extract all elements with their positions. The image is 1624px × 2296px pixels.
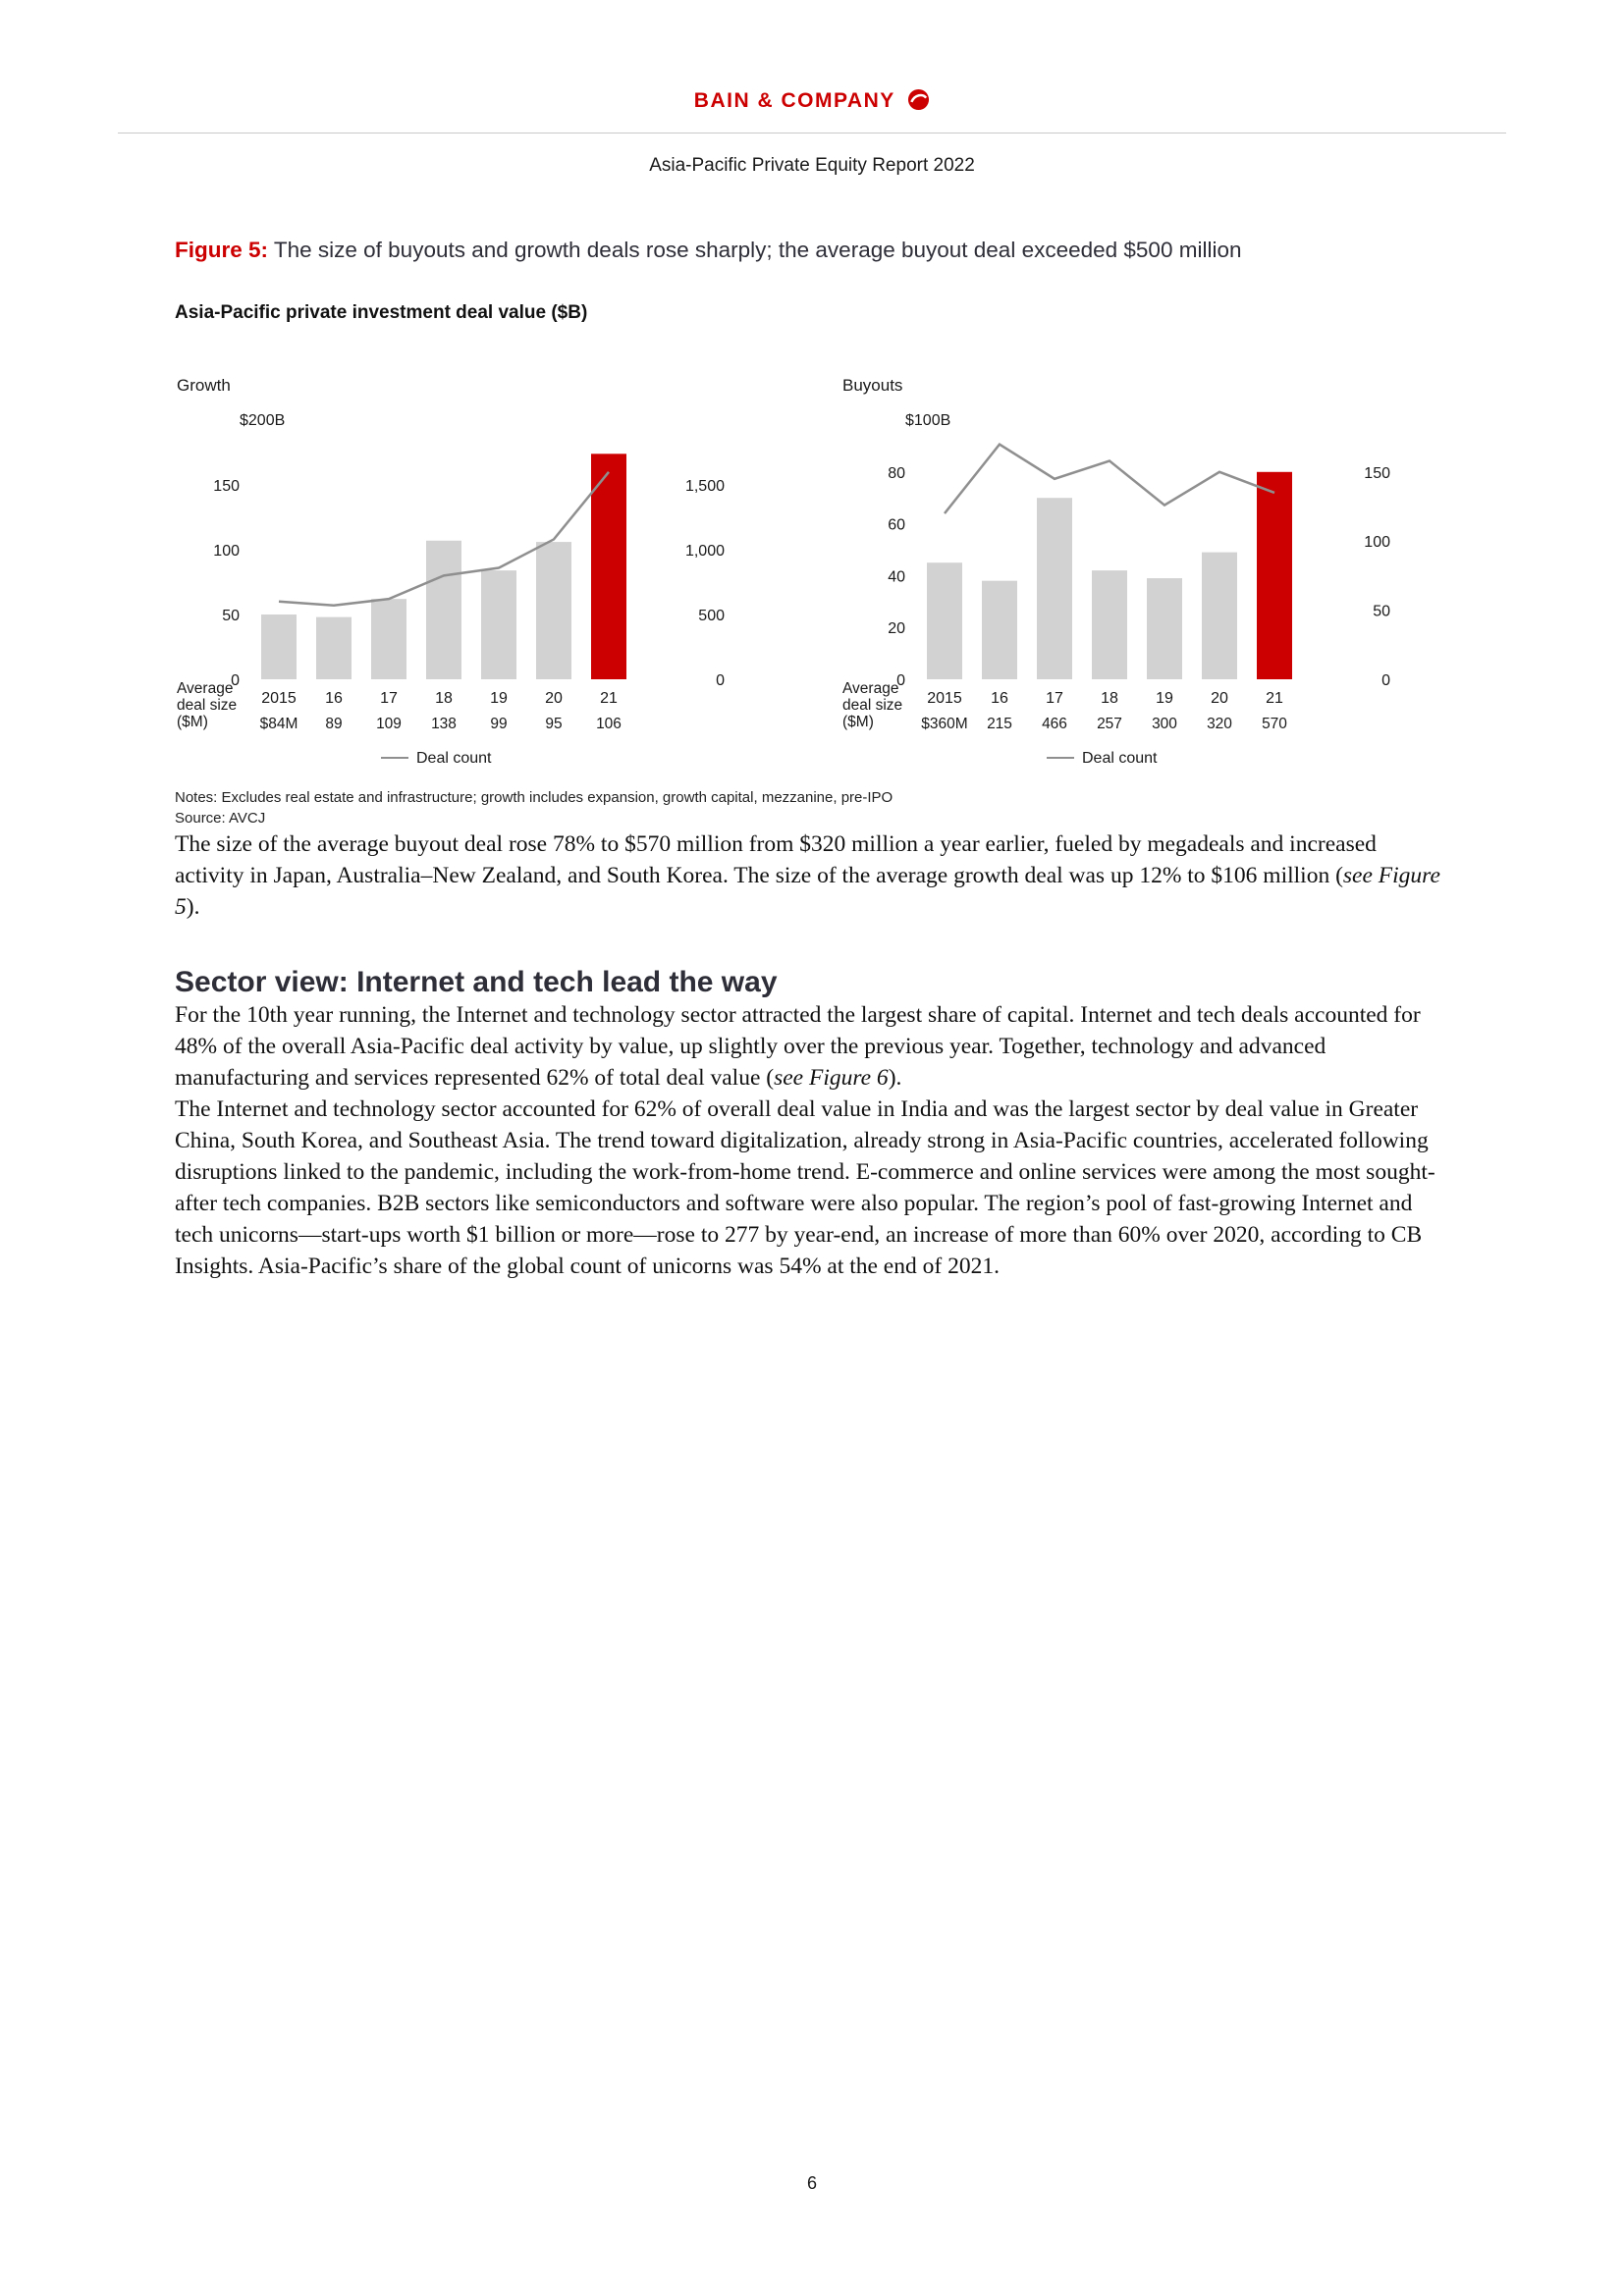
svg-text:20: 20 <box>1211 690 1228 707</box>
svg-text:1,000: 1,000 <box>685 543 725 560</box>
svg-text:100: 100 <box>1364 534 1390 551</box>
svg-text:0: 0 <box>896 672 905 689</box>
page-content: Figure 5: The size of buyouts and growth… <box>175 234 1449 1282</box>
svg-text:($M): ($M) <box>842 714 874 730</box>
paragraph-internet-tech: The Internet and technology sector accou… <box>175 1096 1435 1279</box>
svg-text:21: 21 <box>1266 690 1283 707</box>
svg-text:215: 215 <box>987 716 1012 732</box>
svg-text:18: 18 <box>1101 690 1118 707</box>
page-header: BAIN & COMPANY Asia-Pacific Private Equi… <box>0 0 1624 177</box>
svg-text:300: 300 <box>1152 716 1177 732</box>
growth-chart: Growth $200B 0 50 100 150 0 500 1,000 1,500 2015 16… <box>177 376 725 767</box>
paragraph-text: The size of the average buyout deal rose… <box>175 831 1377 888</box>
figure-reference: see Figure 5 <box>175 863 1440 920</box>
svg-text:95: 95 <box>545 716 562 732</box>
page-number: 6 <box>806 2173 817 2193</box>
svg-text:60: 60 <box>888 517 905 534</box>
bain-logo: BAIN & COMPANY <box>0 0 1624 113</box>
svg-text:$100B: $100B <box>905 412 950 429</box>
svg-text:Deal count: Deal count <box>416 750 492 767</box>
svg-text:20: 20 <box>888 620 905 637</box>
svg-text:20: 20 <box>545 690 563 707</box>
svg-text:109: 109 <box>376 716 402 732</box>
notes-line: Notes: Excludes real estate and infrastr… <box>175 789 893 806</box>
svg-text:16: 16 <box>325 690 343 707</box>
svg-text:19: 19 <box>1156 690 1173 707</box>
charts-row: Growth $200B 0 50 100 150 0 500 1,000 1,500 2015 16… <box>175 371 1449 775</box>
paragraph-text: For the 10th year running, the Internet … <box>175 1002 1421 1091</box>
report-title: Asia-Pacific Private Equity Report 2022 <box>649 155 975 176</box>
svg-text:deal size: deal size <box>842 697 902 714</box>
svg-text:100: 100 <box>213 543 240 560</box>
svg-text:0: 0 <box>716 672 725 689</box>
svg-text:138: 138 <box>431 716 457 732</box>
figure-caption: Figure 5: The size of buyouts and growth… <box>175 234 1368 267</box>
svg-text:deal size: deal size <box>177 697 237 714</box>
svg-text:Average: Average <box>177 680 233 697</box>
svg-text:50: 50 <box>1373 604 1390 620</box>
svg-text:320: 320 <box>1207 716 1232 732</box>
svg-text:500: 500 <box>698 608 725 624</box>
svg-text:Average: Average <box>842 680 898 697</box>
paragraph-buyout-size: The size of the average buyout deal rose… <box>175 828 1449 923</box>
svg-text:0: 0 <box>231 672 240 689</box>
svg-text:21: 21 <box>600 690 618 707</box>
svg-text:18: 18 <box>435 690 453 707</box>
figure-reference: see Figure 6 <box>774 1065 889 1091</box>
svg-text:$360M: $360M <box>921 716 967 732</box>
svg-text:99: 99 <box>490 716 507 732</box>
svg-text:2015: 2015 <box>927 690 962 707</box>
bain-logo-text: BAIN & COMPANY <box>693 89 895 112</box>
svg-text:40: 40 <box>888 568 905 585</box>
svg-text:106: 106 <box>596 716 622 732</box>
svg-text:Deal count: Deal count <box>1082 750 1158 767</box>
svg-text:89: 89 <box>325 716 342 732</box>
svg-text:466: 466 <box>1042 716 1067 732</box>
svg-text:$84M: $84M <box>260 716 298 732</box>
svg-text:Growth: Growth <box>177 376 231 395</box>
svg-text:19: 19 <box>490 690 508 707</box>
svg-text:2015: 2015 <box>261 690 297 707</box>
chart-notes: Notes: Excludes real estate and infrastr… <box>175 787 1449 828</box>
svg-text:16: 16 <box>991 690 1008 707</box>
svg-text:50: 50 <box>222 608 240 624</box>
svg-text:17: 17 <box>1046 690 1063 707</box>
svg-text:0: 0 <box>1381 672 1390 689</box>
figure-label: Figure 5: <box>175 238 269 262</box>
svg-text:$200B: $200B <box>240 412 285 429</box>
paragraph-text: ). <box>888 1065 902 1091</box>
svg-text:150: 150 <box>1364 465 1390 482</box>
svg-text:($M): ($M) <box>177 714 208 730</box>
figure-caption-text: The size of buyouts and growth deals ros… <box>268 238 1242 262</box>
svg-text:150: 150 <box>213 478 240 495</box>
svg-text:Buyouts: Buyouts <box>842 376 902 395</box>
svg-text:570: 570 <box>1262 716 1287 732</box>
svg-text:257: 257 <box>1097 716 1122 732</box>
svg-text:1,500: 1,500 <box>685 478 725 495</box>
svg-text:80: 80 <box>888 465 905 482</box>
bain-logo-icon <box>908 88 930 111</box>
svg-text:17: 17 <box>380 690 398 707</box>
section-heading: Sector view: Internet and tech lead the … <box>175 966 778 998</box>
source-line: Source: AVCJ <box>175 810 266 827</box>
chart-title: Asia-Pacific private investment deal val… <box>175 302 588 323</box>
buyouts-chart: Buyouts$100B 0 20 40 60 80 0 50 100 150 2015 16 17 18… <box>842 376 1390 767</box>
paragraph-text: ). <box>186 894 200 920</box>
paragraph-sector-capital: For the 10th year running, the Internet … <box>175 999 1449 1094</box>
